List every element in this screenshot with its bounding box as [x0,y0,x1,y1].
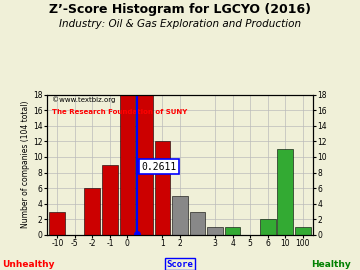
Bar [207,227,223,235]
Text: ©www.textbiz.org: ©www.textbiz.org [52,96,116,103]
Text: Z’-Score Histogram for LGCYO (2016): Z’-Score Histogram for LGCYO (2016) [49,3,311,16]
Bar [85,188,100,235]
Bar [137,94,153,235]
Y-axis label: Number of companies (104 total): Number of companies (104 total) [21,101,30,228]
Bar [225,227,240,235]
Text: 0.2611: 0.2611 [142,162,177,172]
Bar [190,211,206,235]
Text: Healthy: Healthy [311,260,351,269]
Bar [154,141,170,235]
Bar [295,227,311,235]
Text: Unhealthy: Unhealthy [3,260,55,269]
Bar [260,219,275,235]
Text: Score: Score [167,260,193,269]
Bar [49,211,65,235]
Text: The Research Foundation of SUNY: The Research Foundation of SUNY [52,109,187,114]
Bar [277,149,293,235]
Bar [102,165,118,235]
Text: Industry: Oil & Gas Exploration and Production: Industry: Oil & Gas Exploration and Prod… [59,19,301,29]
Bar [172,196,188,235]
Bar [120,94,135,235]
